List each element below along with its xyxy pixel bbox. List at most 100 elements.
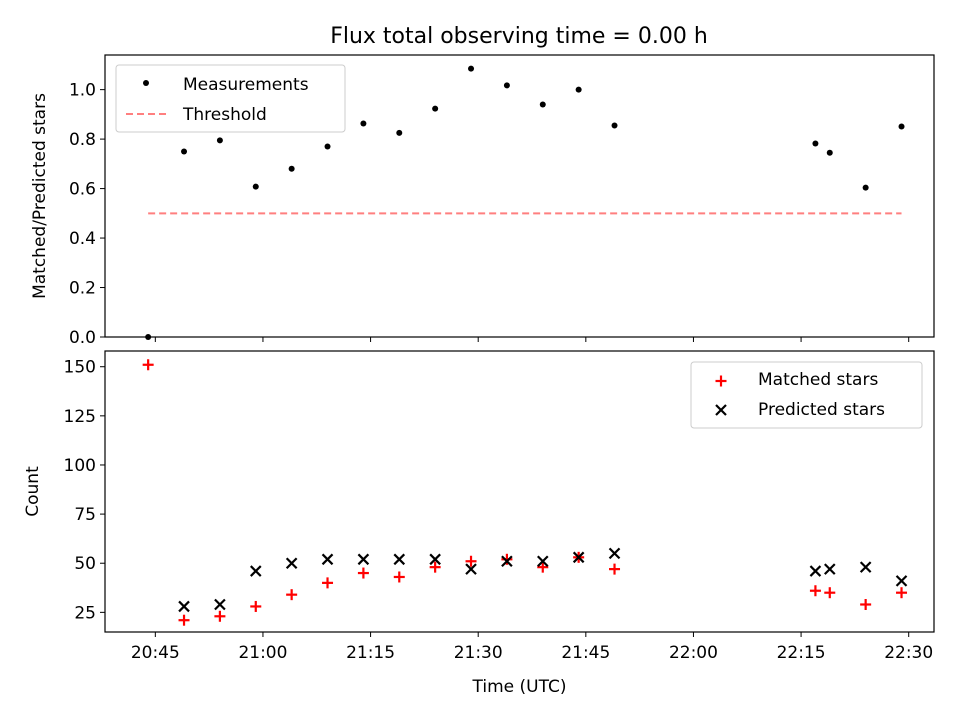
x-tick-label: 21:15 (346, 643, 395, 663)
y-tick-label: 50 (74, 554, 96, 574)
matched-star-point (250, 600, 262, 612)
measurement-point (539, 101, 546, 108)
predicted-star-point (357, 553, 370, 566)
y-tick-label: 100 (64, 456, 96, 476)
x-stroke-b (429, 553, 441, 566)
plot-frame (104, 350, 935, 633)
x-stroke-b (501, 555, 513, 568)
matched-star-point (809, 585, 821, 597)
legend-label-measurements: Measurements (183, 75, 309, 95)
x-stroke-b (393, 553, 406, 566)
measurement-point (812, 140, 819, 147)
y-tick-label: 0.6 (69, 180, 96, 200)
matched-star-point (609, 563, 621, 575)
x-stroke-b (536, 555, 549, 568)
x-stroke-b (823, 563, 836, 575)
matched-star-point (429, 561, 441, 573)
matched-star-point (286, 589, 298, 601)
measurement-point (288, 165, 295, 172)
measurement-point (396, 129, 403, 136)
y-tick-label: 25 (74, 603, 96, 623)
legend: Matched stars Predicted stars (690, 361, 923, 429)
matched-star-point (393, 571, 405, 583)
predicted-star-point (214, 598, 226, 611)
matched-star-point (465, 555, 477, 567)
y-tick-label: 0.0 (69, 328, 96, 348)
measurement-point (216, 137, 223, 144)
x-stroke-b (608, 547, 621, 560)
legend-box (115, 64, 346, 133)
y-tick-label: 125 (64, 407, 96, 427)
x-stroke-b (357, 553, 370, 566)
x-stroke-b (321, 553, 334, 566)
x-stroke-b (214, 598, 226, 611)
legend-marker-matched (715, 375, 727, 387)
matched-star-point (824, 587, 836, 599)
measurement-point (432, 105, 439, 112)
measurement-point (611, 122, 618, 129)
legend: Measurements Threshold (115, 64, 346, 133)
legend-marker-predicted (715, 404, 727, 416)
x-stroke-b (572, 551, 585, 564)
x-stroke-b (895, 575, 908, 587)
x-stroke-b (809, 565, 822, 577)
x-stroke-b (465, 563, 477, 575)
predicted-star-point (178, 600, 190, 613)
x-tick-label: 22:30 (884, 643, 933, 663)
predicted-star-point (429, 553, 441, 566)
matched-star-point (537, 561, 549, 573)
bottom-subplot: 25 50 75 100 125 150 20:45 21:00 21:15 21:30 21:45… (23, 350, 935, 697)
x-tick-label: 21:00 (238, 643, 287, 663)
predicted-star-point (572, 551, 585, 564)
measurement-point (826, 149, 833, 156)
matched-star-point (501, 553, 513, 565)
measurement-point (503, 82, 510, 89)
predicted-star-point (823, 563, 836, 575)
x-axis-label: Time (UTC) (472, 677, 567, 697)
y-tick-label: 0.2 (69, 279, 96, 299)
measurement-point (145, 334, 152, 340)
y-tick-label: 1.0 (69, 81, 96, 101)
matched-star-point (142, 359, 154, 371)
measurement-point (468, 65, 475, 72)
legend-marker-measurements (143, 80, 149, 86)
measurement-point (252, 183, 259, 190)
x-tick-label: 21:45 (561, 643, 610, 663)
y-tick-label: 150 (64, 358, 96, 378)
predicted-star-point (249, 565, 262, 577)
measurement-point (324, 143, 331, 150)
matched-star-point (322, 577, 334, 589)
predicted-star-point (501, 555, 513, 568)
matched-star-point (214, 610, 226, 622)
x-tick-label: 22:00 (669, 643, 718, 663)
predicted-star-point (536, 555, 549, 568)
x-stroke-b (859, 561, 872, 573)
legend-label-matched: Matched stars (758, 370, 878, 390)
predicted-star-point (859, 561, 872, 573)
x-stroke-b (249, 565, 262, 577)
predicted-star-point (321, 553, 334, 566)
y-tick-label: 0.4 (69, 229, 96, 249)
x-stroke-b (715, 404, 727, 416)
x-stroke-b (285, 557, 298, 570)
y-axis-label: Count (23, 466, 43, 517)
legend-label-threshold: Threshold (182, 105, 267, 125)
top-subplot: 0.0 0.2 0.4 0.6 0.8 1.0 Matched/Predicted star… (30, 54, 935, 348)
matched-star-point (357, 567, 369, 579)
measurement-point (862, 184, 869, 191)
y-tick-label: 0.8 (69, 130, 96, 150)
measurement-point (575, 86, 582, 93)
predicted-star-point (608, 547, 621, 560)
measurement-point (898, 123, 905, 130)
matched-star-point (896, 587, 908, 599)
matched-star-point (860, 598, 872, 610)
measurement-point (360, 120, 367, 127)
measurement-point (181, 148, 188, 155)
x-tick-label: 20:45 (131, 643, 180, 663)
x-tick-label: 21:30 (454, 643, 503, 663)
predicted-star-point (393, 553, 406, 566)
predicted-star-point (285, 557, 298, 570)
plot-frame (104, 54, 935, 338)
y-axis-label: Matched/Predicted stars (30, 93, 50, 299)
legend-label-predicted: Predicted stars (758, 400, 885, 420)
